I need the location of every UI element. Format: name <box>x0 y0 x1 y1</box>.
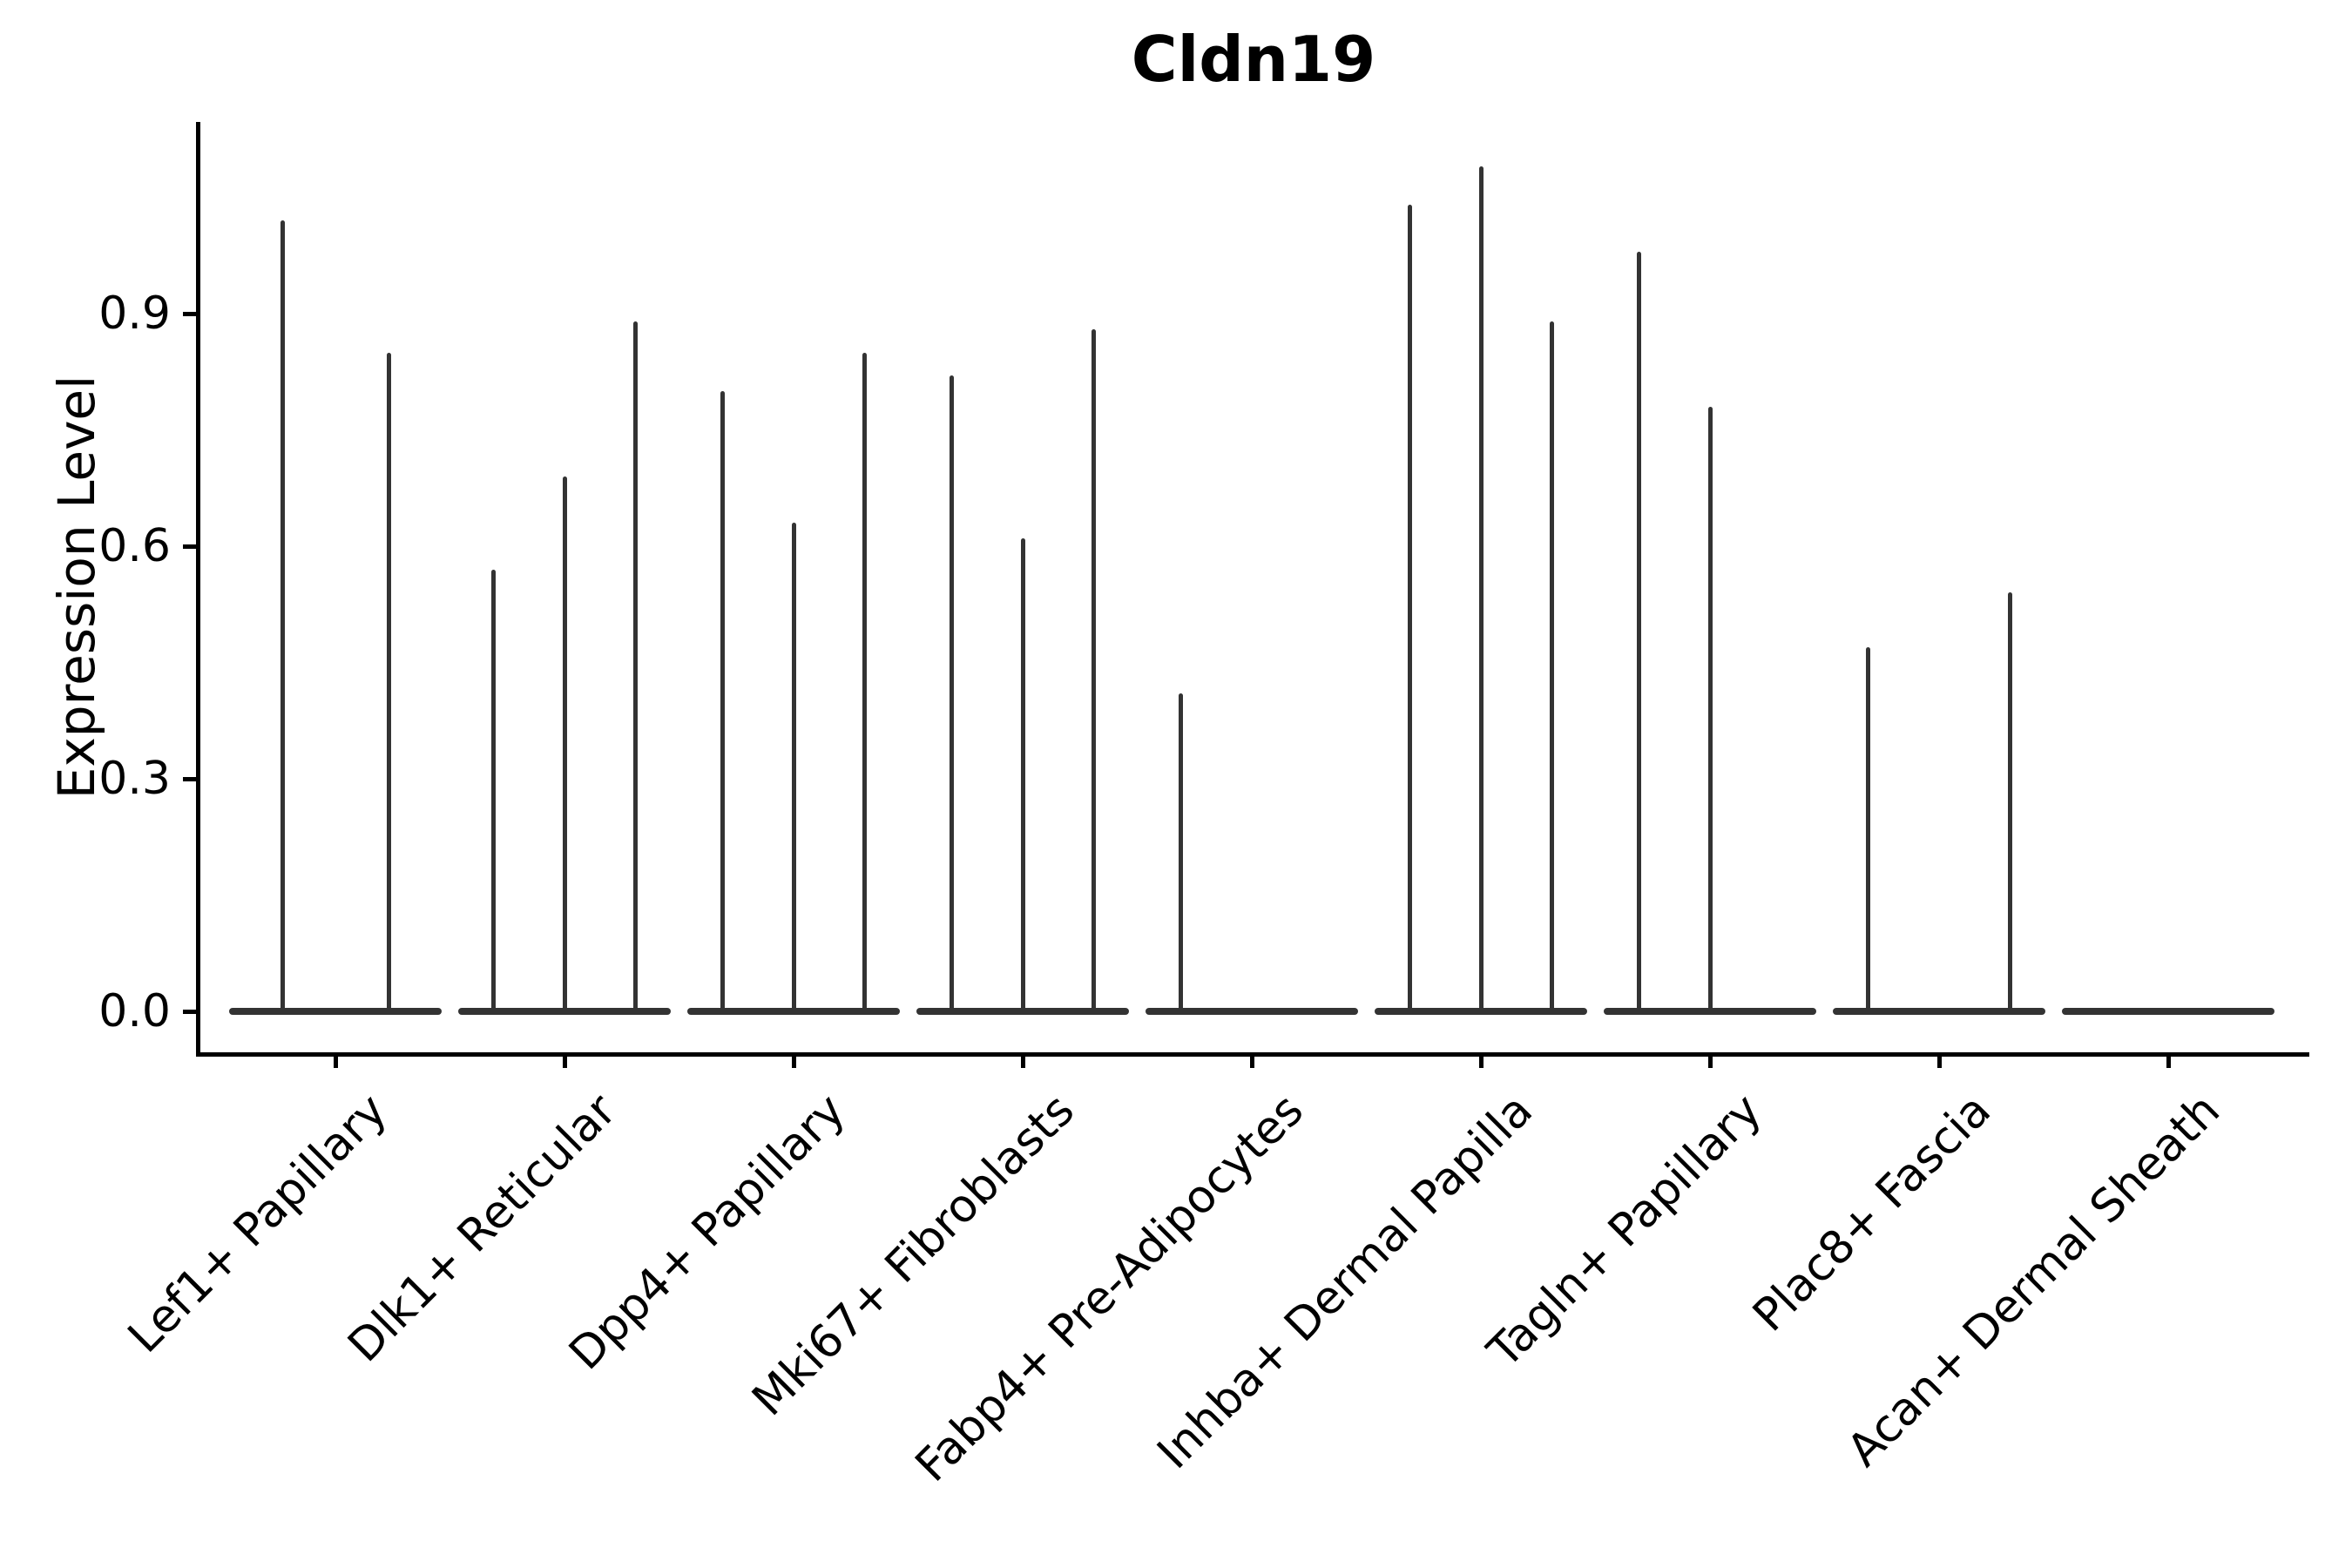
violin-baseline <box>1833 1008 2045 1015</box>
violin-spike <box>1478 166 1484 1011</box>
violin-spike <box>1549 321 1554 1011</box>
chart-title: Cldn19 <box>1131 23 1376 96</box>
violin-spike <box>950 375 955 1011</box>
y-tick-label: 0.6 <box>98 520 171 572</box>
violin-spike <box>1179 693 1184 1011</box>
y-tick-label: 0.0 <box>98 985 171 1037</box>
x-tick-mark <box>562 1052 567 1068</box>
y-tick-mark <box>183 1009 196 1014</box>
x-tick-mark <box>2166 1052 2171 1068</box>
violin-spike <box>862 352 867 1011</box>
y-tick-mark <box>183 311 196 316</box>
violin-spike <box>791 523 796 1011</box>
y-tick-mark <box>183 544 196 549</box>
violin-spike <box>1408 205 1413 1011</box>
violin-spike <box>632 321 638 1011</box>
violin-baseline <box>458 1008 671 1015</box>
y-axis-spine <box>196 122 200 1057</box>
violin-spike <box>491 569 497 1011</box>
x-tick-mark <box>1478 1052 1484 1068</box>
violin-baseline <box>1375 1008 1587 1015</box>
violin-spike <box>1707 406 1713 1011</box>
y-axis-label: Expression Level <box>47 375 106 800</box>
x-tick-mark <box>1020 1052 1025 1068</box>
violin-baseline <box>687 1008 900 1015</box>
y-tick-label: 0.9 <box>98 287 171 340</box>
violin-baseline <box>229 1008 442 1015</box>
violin-spike <box>1091 328 1096 1011</box>
violin-baseline <box>916 1008 1129 1015</box>
violin-spike <box>386 352 391 1011</box>
violin-spike <box>280 220 285 1011</box>
violin-baseline <box>1604 1008 1816 1015</box>
violin-baseline <box>1146 1008 1358 1015</box>
violin-spike <box>1637 251 1642 1011</box>
violin-spike <box>562 476 567 1011</box>
x-tick-mark <box>1936 1052 1942 1068</box>
y-tick-label: 0.3 <box>98 753 171 805</box>
x-tick-mark <box>1707 1052 1713 1068</box>
x-tick-mark <box>333 1052 338 1068</box>
violin-baseline <box>2062 1008 2274 1015</box>
violin-spike <box>1866 646 1871 1011</box>
x-tick-mark <box>791 1052 796 1068</box>
x-tick-mark <box>1249 1052 1254 1068</box>
y-tick-mark <box>183 776 196 781</box>
violin-spike <box>1020 538 1025 1011</box>
violin-spike <box>720 391 726 1011</box>
violin-spike <box>2007 592 2012 1011</box>
